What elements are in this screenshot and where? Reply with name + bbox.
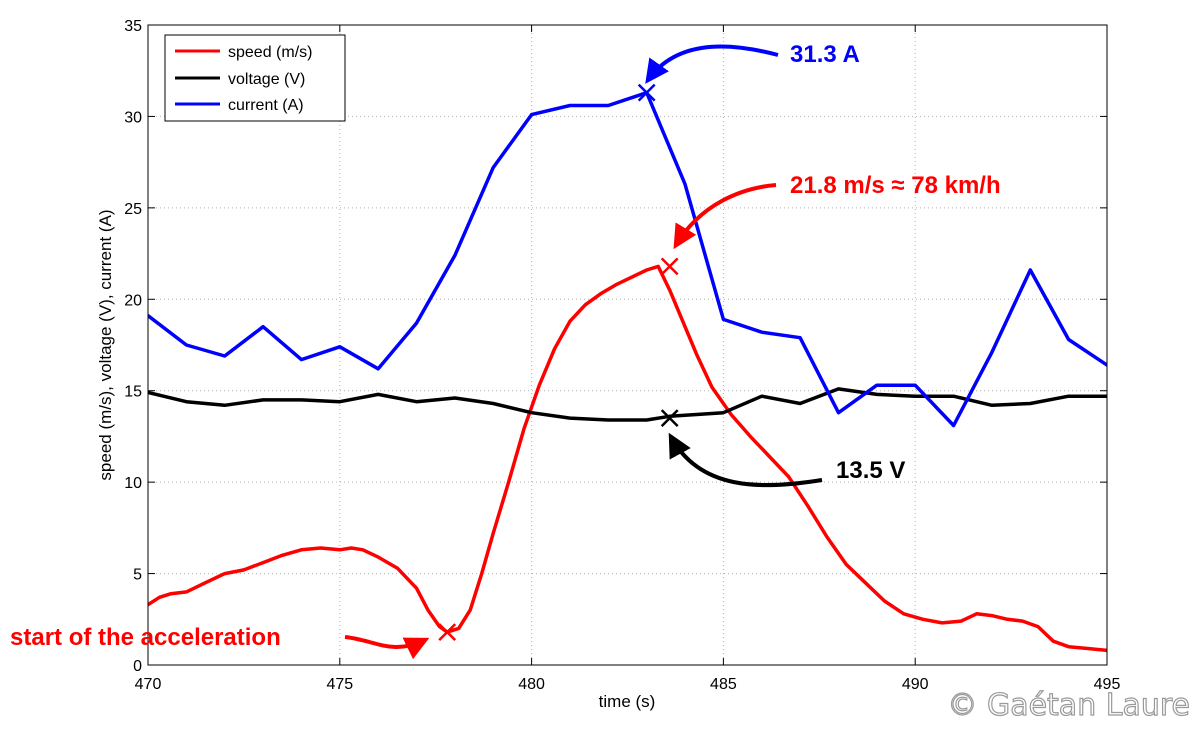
annotation-arrow-start	[344, 635, 430, 660]
annotation-arrow-current	[645, 44, 779, 84]
x-tick-label: 475	[326, 676, 353, 693]
legend-label-current: current (A)	[228, 97, 304, 114]
series-line-current	[148, 90, 1107, 428]
marker-layer	[438, 83, 679, 641]
series-layer	[148, 90, 1107, 653]
legend-label-speed: speed (m/s)	[228, 44, 312, 61]
x-tick-label: 495	[1094, 676, 1121, 693]
y-tick-label: 30	[124, 109, 142, 126]
legend-label-voltage: voltage (V)	[228, 71, 305, 88]
x-axis-label: time (s)	[599, 692, 656, 711]
annotation-arrow-speed-peak	[673, 183, 777, 250]
ticks: 470 475 480 485 490 495 0 5 10 15 20 25 30 35	[124, 18, 1120, 693]
x-tick-label: 480	[518, 676, 545, 693]
x-tick-label: 490	[902, 676, 929, 693]
y-tick-label: 0	[133, 658, 142, 675]
plot-frame	[147, 24, 1108, 666]
annotation-voltage: 13.5 V	[836, 457, 905, 484]
y-tick-label: 10	[124, 475, 142, 492]
annotation-arrow-voltage	[668, 432, 823, 488]
grid	[148, 25, 1107, 665]
marker-start-acceleration	[438, 623, 457, 641]
y-tick-label: 15	[124, 384, 142, 401]
series-line-speed	[148, 264, 1107, 653]
plot-area	[148, 25, 1107, 665]
y-tick-label: 5	[133, 567, 142, 584]
series-line-voltage	[148, 387, 1107, 422]
marker-voltage	[660, 409, 679, 428]
x-tick-label: 470	[135, 676, 162, 693]
marker-speed-peak	[660, 257, 679, 276]
y-axis-label: speed (m/s), voltage (V), current (A)	[96, 209, 115, 480]
y-tick-label: 20	[124, 292, 142, 309]
y-tick-label: 35	[124, 18, 142, 35]
watermark: © Gaétan Laure	[947, 688, 1190, 723]
y-tick-label: 25	[124, 201, 142, 218]
marker-current-peak	[637, 83, 656, 102]
legend: speed (m/s) voltage (V) current (A)	[164, 34, 346, 122]
annotation-current: 31.3 A	[790, 41, 860, 68]
annotation-speed-peak: 21.8 m/s ≈ 78 km/h	[790, 172, 1001, 199]
x-tick-label: 485	[710, 676, 737, 693]
annotation-start: start of the acceleration	[10, 624, 281, 651]
